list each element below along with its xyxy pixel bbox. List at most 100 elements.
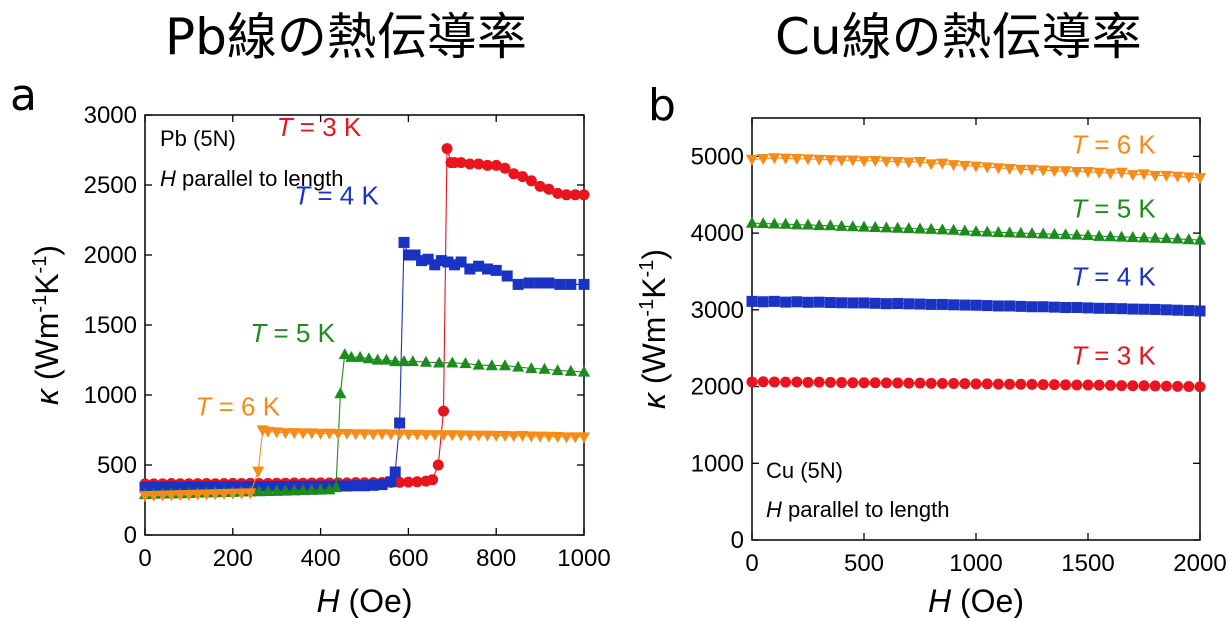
data-point xyxy=(174,490,187,502)
data-point xyxy=(552,187,564,199)
data-point xyxy=(1171,171,1184,183)
data-point xyxy=(1115,230,1128,242)
data-point xyxy=(757,296,769,308)
data-point xyxy=(1048,379,1060,391)
data-point xyxy=(969,225,983,237)
data-point xyxy=(970,299,982,311)
y-tick-label: 500 xyxy=(97,452,137,479)
data-point xyxy=(1104,230,1117,242)
data-point xyxy=(543,277,555,289)
data-point xyxy=(1004,300,1016,312)
data-point xyxy=(569,432,582,444)
data-point xyxy=(498,430,512,442)
data-point xyxy=(790,218,803,230)
data-point xyxy=(902,157,915,169)
data-point xyxy=(1137,231,1151,243)
data-point xyxy=(455,157,467,169)
data-point xyxy=(1104,302,1116,314)
data-point xyxy=(1071,379,1083,391)
data-point xyxy=(350,480,362,492)
data-point xyxy=(376,479,388,491)
panel-b-letter: b xyxy=(648,80,676,131)
data-point xyxy=(925,298,937,310)
data-point xyxy=(551,432,564,444)
data-point xyxy=(992,378,1004,390)
data-point xyxy=(757,217,770,229)
data-point xyxy=(551,364,564,376)
data-point xyxy=(780,376,792,388)
data-point xyxy=(1126,230,1139,242)
data-point xyxy=(305,428,318,440)
data-point xyxy=(1183,305,1195,317)
data-point xyxy=(1048,166,1061,178)
y-tick-label: 2500 xyxy=(84,172,137,199)
data-point xyxy=(936,377,948,389)
data-point xyxy=(448,259,460,271)
data-point xyxy=(1149,380,1161,392)
y-axis-label: κ (Wm-1K-1) xyxy=(636,249,672,409)
x-tick-label: 600 xyxy=(388,545,428,572)
data-point xyxy=(869,297,881,309)
data-point xyxy=(473,260,485,272)
data-point xyxy=(139,481,151,493)
data-point xyxy=(981,300,993,312)
series-label: T = 5 K xyxy=(250,318,335,348)
data-point xyxy=(813,296,825,308)
data-point xyxy=(869,377,881,389)
data-point xyxy=(398,236,410,248)
data-point xyxy=(947,223,960,235)
data-point xyxy=(1183,381,1195,393)
data-point xyxy=(969,161,983,173)
data-point xyxy=(314,428,327,440)
data-point xyxy=(367,429,380,441)
y-tick-label: 0 xyxy=(124,522,137,549)
data-point xyxy=(323,428,336,440)
y-tick-label: 0 xyxy=(731,527,744,554)
data-point xyxy=(481,430,494,442)
data-point xyxy=(340,428,353,440)
data-point xyxy=(1004,378,1016,390)
data-point xyxy=(182,490,195,502)
data-point xyxy=(1081,229,1095,241)
data-point xyxy=(419,355,433,367)
data-point xyxy=(371,353,384,365)
data-point xyxy=(455,256,467,268)
data-point xyxy=(427,474,439,486)
data-point xyxy=(1160,170,1173,182)
data-point xyxy=(880,221,893,233)
data-point xyxy=(376,429,389,441)
data-point xyxy=(892,377,904,389)
data-point xyxy=(314,483,327,495)
data-point xyxy=(252,466,265,478)
data-point xyxy=(791,376,803,388)
data-point xyxy=(1037,165,1050,177)
data-point xyxy=(1104,168,1117,180)
data-point xyxy=(217,489,231,501)
data-point xyxy=(970,378,982,390)
data-point xyxy=(813,376,825,388)
data-point xyxy=(490,430,503,442)
data-point xyxy=(279,428,292,440)
data-point xyxy=(472,430,485,442)
data-point xyxy=(402,249,414,261)
data-point xyxy=(824,219,837,231)
data-point xyxy=(429,259,441,271)
data-point xyxy=(892,298,904,310)
panel-a-title: Pb線の熱伝導率 xyxy=(165,8,527,66)
data-point xyxy=(757,153,770,165)
data-point xyxy=(409,249,421,261)
data-point xyxy=(402,476,414,488)
data-point xyxy=(1082,302,1094,314)
data-point xyxy=(1138,303,1150,315)
data-point xyxy=(525,431,538,443)
data-point xyxy=(880,298,892,310)
data-point xyxy=(948,299,960,311)
data-point xyxy=(507,431,520,443)
data-point xyxy=(802,376,814,388)
data-point xyxy=(913,222,927,234)
data-point xyxy=(1025,227,1039,239)
data-point xyxy=(891,221,904,233)
data-point xyxy=(516,430,529,442)
data-point xyxy=(846,220,859,232)
panel-b-title: Cu線の熱伝導率 xyxy=(775,8,1142,66)
